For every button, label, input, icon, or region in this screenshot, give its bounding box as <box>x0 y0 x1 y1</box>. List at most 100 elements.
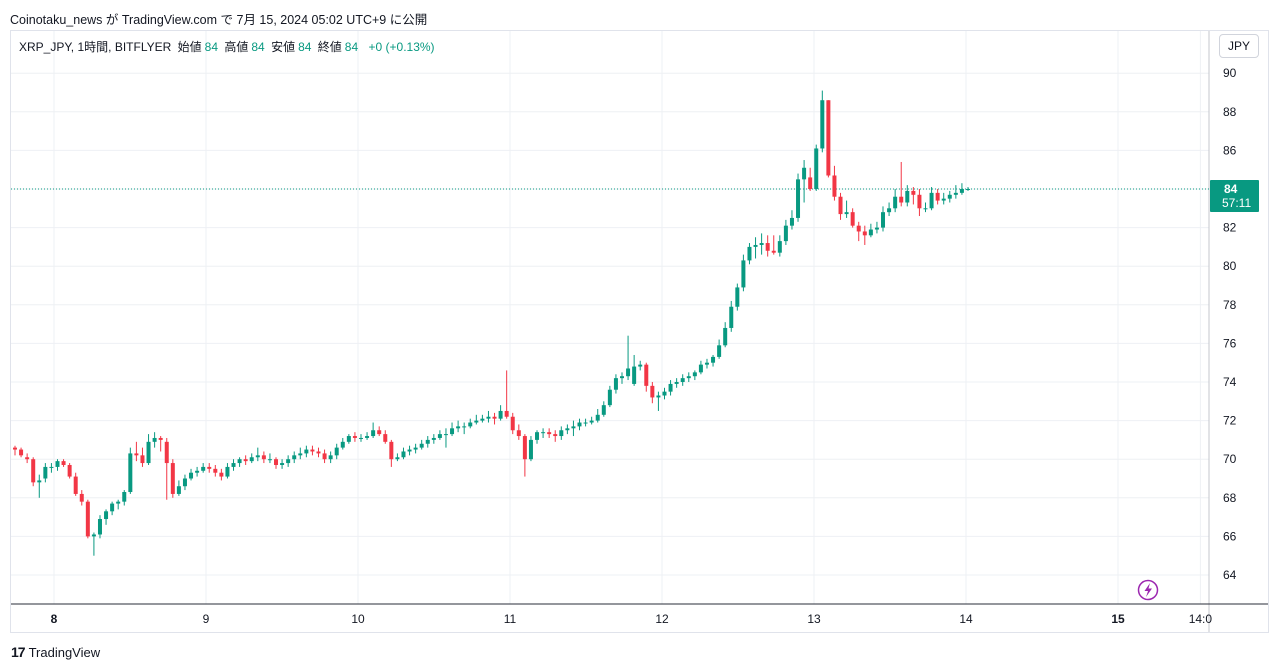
candle <box>328 451 333 464</box>
candle <box>79 490 84 506</box>
candle-body <box>698 364 703 373</box>
candle-body <box>310 449 315 452</box>
candle <box>189 468 194 481</box>
candle-body <box>553 434 558 437</box>
candle <box>965 187 970 191</box>
legend-change: +0 (+0.13%) <box>368 40 435 54</box>
candle <box>207 463 212 473</box>
candle <box>541 428 546 438</box>
price-tick-label: 80 <box>1223 259 1237 273</box>
price-tick-label: 82 <box>1223 221 1237 235</box>
candle <box>868 223 873 238</box>
candle-body <box>887 208 892 213</box>
candle <box>201 463 206 473</box>
candle <box>607 385 612 408</box>
candle <box>820 90 825 153</box>
legend-low-value: 84 <box>298 40 312 54</box>
candle <box>486 410 491 423</box>
candle-body <box>838 196 843 215</box>
candle <box>91 532 96 556</box>
candle <box>261 451 266 464</box>
candle-body <box>905 190 910 203</box>
candle <box>941 192 946 205</box>
candle-body <box>759 243 764 245</box>
candle-body <box>176 486 181 494</box>
candle <box>140 447 145 467</box>
candle-body <box>255 455 260 458</box>
candle-body <box>535 432 540 440</box>
candle-body <box>777 241 782 253</box>
legend-symbol[interactable]: XRP_JPY, 1時間, BITFLYER <box>19 40 172 54</box>
candle <box>134 441 139 462</box>
candle <box>953 185 958 199</box>
candle <box>25 453 30 464</box>
candle-body <box>340 441 345 448</box>
candle <box>571 420 576 437</box>
lightning-icon[interactable] <box>1137 579 1159 601</box>
footer-brand[interactable]: 17 TradingView <box>11 644 100 660</box>
candle <box>195 466 200 477</box>
candle <box>692 370 697 381</box>
candle-body <box>152 437 157 442</box>
time-tick-label: 14 <box>959 612 973 626</box>
candle-body <box>601 405 606 415</box>
candle-body <box>140 455 145 464</box>
candle <box>741 254 746 292</box>
candle-body <box>437 434 442 438</box>
candle-body <box>832 175 837 197</box>
candle-body <box>613 378 618 390</box>
candle-body <box>79 493 84 502</box>
candle <box>583 418 588 427</box>
candle-body <box>377 430 382 435</box>
candle <box>911 187 916 205</box>
candle <box>632 354 637 386</box>
lightning-icon-ring <box>1137 579 1159 601</box>
candle-body <box>965 189 970 190</box>
candle-body <box>371 430 376 437</box>
candle <box>443 428 448 448</box>
candle-body <box>516 430 521 437</box>
candle-body <box>383 434 388 442</box>
candle-body <box>474 420 479 423</box>
candle-body <box>711 356 716 363</box>
candle-body <box>510 416 515 431</box>
candle-body <box>346 436 351 442</box>
candle-body <box>267 459 272 461</box>
candle-body <box>686 376 691 379</box>
candle-body <box>796 179 801 218</box>
candle <box>97 515 102 539</box>
candle-body <box>49 466 54 468</box>
candle-body <box>735 287 740 307</box>
candle <box>480 414 485 423</box>
candle-body <box>122 492 127 502</box>
candle <box>146 434 151 465</box>
candle <box>698 360 703 375</box>
candle-body <box>741 260 746 288</box>
currency-button[interactable]: JPY <box>1219 34 1259 58</box>
candle-body <box>941 198 946 201</box>
candle-body <box>128 453 133 493</box>
candle <box>802 160 807 203</box>
price-tick-label: 76 <box>1223 336 1237 350</box>
candle-body <box>13 447 17 450</box>
candle-body <box>704 362 709 365</box>
candle <box>43 463 48 483</box>
candle-body <box>589 420 594 423</box>
candle <box>152 432 157 448</box>
candle-body <box>874 227 879 230</box>
candle <box>213 464 218 477</box>
candle <box>620 372 624 384</box>
candle-body <box>407 449 412 452</box>
candle <box>407 445 412 456</box>
candle <box>474 414 479 425</box>
candle-body <box>298 453 303 456</box>
candle <box>704 358 709 369</box>
candle <box>626 335 631 381</box>
candle <box>431 434 436 444</box>
candle <box>340 437 345 450</box>
candle <box>267 453 272 464</box>
candle-body <box>747 246 752 261</box>
candle <box>401 447 406 460</box>
candle <box>19 447 24 458</box>
